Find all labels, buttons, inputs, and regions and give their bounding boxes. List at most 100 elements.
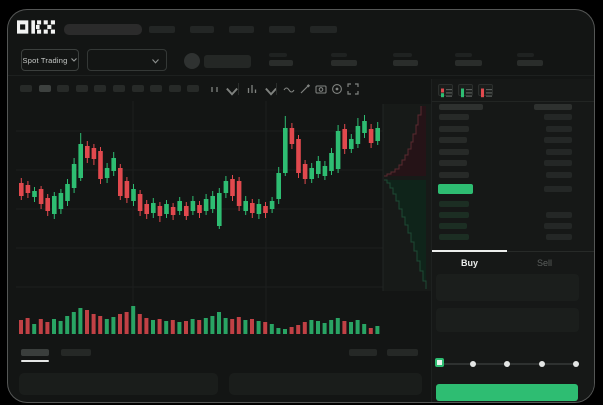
ask-price[interactable] (439, 172, 469, 178)
last-price-bar[interactable] (438, 184, 473, 194)
nav-item[interactable] (149, 26, 175, 33)
chart-tab-active[interactable] (21, 349, 49, 356)
toolbar-button[interactable] (57, 85, 70, 92)
candle-body (71, 164, 77, 188)
orderbook-view-bids-icon[interactable] (458, 84, 473, 98)
volume-bar (335, 318, 340, 334)
bid-amount[interactable] (546, 234, 572, 240)
ask-price[interactable] (439, 137, 467, 144)
ask-price[interactable] (439, 160, 467, 167)
nav-item[interactable] (310, 26, 337, 33)
volume-bar (296, 325, 301, 334)
bottom-input-left[interactable] (19, 373, 218, 395)
toolbar-button[interactable] (150, 85, 163, 92)
toolbar-button[interactable] (20, 85, 32, 92)
ask-amount[interactable] (544, 186, 572, 192)
ask-amount[interactable] (546, 172, 572, 178)
ask-amount[interactable] (544, 160, 572, 167)
chart-tab[interactable] (61, 349, 91, 356)
book-col-amount[interactable] (534, 104, 572, 110)
bid-amount[interactable] (546, 212, 572, 218)
tab-sell[interactable]: Sell (507, 256, 582, 270)
amount-input[interactable] (436, 308, 579, 332)
chevron-down-icon[interactable] (265, 86, 277, 98)
candle-body (170, 207, 176, 215)
buy-tab-label: Buy (460, 258, 478, 268)
volume-bar (118, 314, 122, 334)
bid-amount[interactable] (544, 223, 572, 229)
candle-body (269, 201, 275, 209)
tab-buy[interactable]: Buy (432, 256, 507, 270)
ask-price[interactable] (439, 114, 469, 120)
volume-bar (78, 308, 83, 334)
orderbook-view-both-icon[interactable] (438, 84, 453, 98)
bottom-input-right[interactable] (229, 373, 422, 395)
candle-body (25, 185, 31, 193)
volume-bar (25, 318, 30, 334)
pair-selector-dropdown[interactable] (87, 49, 167, 71)
ask-amount[interactable] (544, 114, 572, 120)
coin-icon (184, 53, 200, 69)
search-input[interactable] (64, 24, 142, 35)
line-drawing-icon[interactable] (283, 83, 295, 95)
orderbook-view-asks-icon[interactable] (478, 84, 493, 98)
slider-stop-dot[interactable] (469, 361, 476, 367)
camera-icon[interactable] (315, 83, 327, 95)
nav-item[interactable] (190, 26, 214, 33)
bid-price[interactable] (439, 201, 469, 207)
nav-item[interactable] (269, 26, 295, 33)
slider-stop-dot[interactable] (573, 361, 579, 367)
app-window: Spot Trading (7, 9, 595, 403)
toolbar-button[interactable] (168, 85, 181, 92)
bid-price[interactable] (439, 212, 469, 218)
volume-bar (32, 324, 37, 334)
fullscreen-icon[interactable] (347, 83, 359, 95)
bid-price[interactable] (439, 223, 467, 229)
ask-amount[interactable] (546, 148, 572, 155)
chevron-down-icon[interactable] (226, 86, 238, 98)
price-input[interactable] (436, 274, 579, 301)
volume-bar (203, 318, 208, 334)
candle-body (19, 183, 24, 196)
active-tab-underline (21, 360, 49, 362)
toolbar-button[interactable] (75, 85, 88, 92)
book-col-price[interactable] (439, 104, 483, 110)
toolbar-button[interactable] (38, 85, 51, 92)
ask-price[interactable] (439, 148, 469, 155)
toolbar-button[interactable] (187, 85, 200, 92)
stat-value (393, 60, 418, 66)
nav-item[interactable] (229, 26, 254, 33)
volume-bar (289, 327, 294, 334)
chart-footer-button[interactable] (349, 349, 377, 356)
volume-bar (164, 321, 169, 334)
volume-bar (355, 320, 360, 334)
toolbar-button[interactable] (94, 85, 107, 92)
candle-body (263, 206, 268, 213)
pencil-icon[interactable] (299, 83, 311, 95)
market-type-selector[interactable]: Spot Trading (21, 49, 79, 71)
ask-amount[interactable] (546, 125, 572, 132)
toolbar-button[interactable] (131, 85, 144, 92)
candle-body (283, 128, 288, 173)
candle-body (230, 179, 235, 196)
ask-price[interactable] (439, 125, 469, 132)
stat-value (331, 60, 357, 66)
settings-icon[interactable] (331, 83, 343, 95)
toolbar-separator (276, 83, 277, 95)
volume-bar (316, 321, 320, 334)
ask-amount[interactable] (544, 137, 572, 144)
candle-body (329, 153, 334, 171)
slider-stop-dot[interactable] (504, 361, 510, 367)
amount-slider-handle[interactable] (435, 358, 444, 367)
candle-body (52, 196, 57, 214)
bid-price[interactable] (439, 234, 469, 240)
candle-body (210, 196, 215, 209)
chart-footer-button[interactable] (387, 349, 418, 356)
buy-submit-button[interactable] (436, 384, 578, 401)
candlestick-chart[interactable] (16, 101, 431, 346)
candle-body (45, 198, 50, 211)
slider-stop-dot[interactable] (538, 361, 545, 367)
interval-icon[interactable] (209, 83, 221, 95)
toolbar-button[interactable] (113, 85, 125, 92)
chart-type-icon[interactable] (246, 83, 258, 95)
